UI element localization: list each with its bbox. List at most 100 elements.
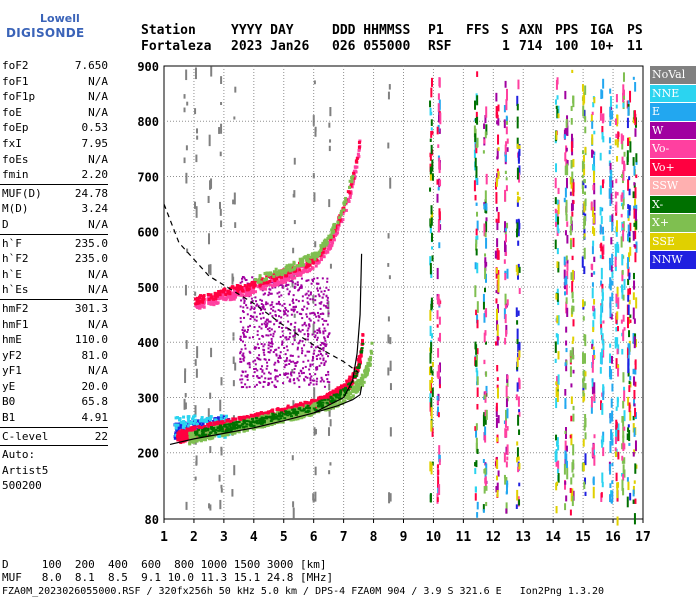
interference-streak bbox=[518, 482, 521, 487]
interference-streak bbox=[601, 348, 604, 356]
oblique-echo bbox=[279, 283, 282, 286]
interference-streak bbox=[430, 366, 433, 374]
oblique-echo bbox=[288, 363, 291, 366]
interference-streak bbox=[518, 266, 521, 273]
interference-streak bbox=[505, 385, 508, 398]
interference-streak bbox=[609, 483, 612, 488]
interference-streak bbox=[582, 105, 585, 117]
oblique-echo bbox=[263, 353, 266, 356]
oblique-echo bbox=[260, 302, 263, 305]
interference-streak bbox=[495, 341, 498, 346]
x-minus-echo bbox=[232, 421, 236, 424]
interference-streak bbox=[600, 492, 603, 498]
oblique-echo bbox=[319, 380, 322, 383]
echo-nne bbox=[186, 417, 190, 421]
oblique-echo bbox=[296, 281, 299, 284]
noise-streak bbox=[328, 470, 331, 475]
oblique-echo bbox=[285, 359, 288, 362]
oblique-echo bbox=[280, 294, 283, 297]
x-minus-echo bbox=[216, 426, 220, 429]
upper-trace-echo bbox=[298, 271, 302, 275]
oblique-echo bbox=[284, 312, 287, 315]
o-trace-echo bbox=[219, 422, 223, 426]
interference-streak bbox=[497, 134, 500, 145]
x-minus-echo bbox=[358, 363, 362, 366]
oblique-echo bbox=[256, 330, 259, 333]
interference-streak bbox=[565, 128, 568, 135]
x-minus-echo bbox=[295, 411, 299, 414]
echo-nnw bbox=[221, 415, 225, 419]
o-trace-echo bbox=[353, 371, 357, 375]
oblique-echo bbox=[319, 313, 322, 316]
interference-streak bbox=[517, 414, 520, 426]
oblique-echo bbox=[281, 330, 284, 333]
x-minus-echo bbox=[361, 342, 365, 345]
o-trace-echo bbox=[356, 358, 360, 362]
interference-streak bbox=[476, 235, 479, 240]
interference-streak bbox=[569, 434, 572, 439]
x-minus-echo bbox=[281, 412, 285, 415]
interference-streak bbox=[572, 200, 575, 204]
interference-streak bbox=[473, 149, 476, 159]
param-value: N/A bbox=[88, 90, 108, 104]
oblique-echo bbox=[250, 297, 253, 300]
interference-streak bbox=[571, 291, 574, 299]
interference-streak bbox=[611, 270, 614, 279]
interference-streak bbox=[474, 262, 477, 270]
x-trace-echo bbox=[324, 408, 328, 412]
echo-nne bbox=[174, 416, 178, 420]
interference-streak bbox=[494, 250, 497, 259]
x-minus-echo bbox=[241, 423, 245, 426]
noise-streak bbox=[293, 220, 296, 225]
interference-streak bbox=[584, 414, 587, 424]
interference-streak bbox=[566, 160, 569, 166]
x-trace-echo bbox=[361, 383, 365, 387]
oblique-echo bbox=[316, 287, 319, 290]
o-trace-echo bbox=[333, 390, 337, 394]
upper-trace-echo bbox=[226, 295, 230, 299]
interference-streak bbox=[610, 429, 613, 441]
upper-trace-echo bbox=[305, 270, 309, 274]
interference-streak bbox=[620, 196, 623, 202]
interference-streak bbox=[609, 305, 612, 317]
upper-trace-echo bbox=[283, 280, 287, 284]
header-label-7: PPS bbox=[555, 23, 579, 38]
upper-trace-echo bbox=[298, 273, 302, 277]
x-minus-echo bbox=[280, 414, 284, 417]
oblique-echo bbox=[292, 335, 295, 338]
x-minus-echo bbox=[224, 430, 228, 433]
interference-streak bbox=[584, 185, 587, 189]
x-minus-echo bbox=[203, 429, 207, 432]
interference-streak bbox=[495, 106, 498, 118]
interference-streak bbox=[483, 468, 486, 474]
oblique-echo bbox=[323, 385, 326, 388]
interference-streak bbox=[506, 379, 509, 387]
oblique-echo bbox=[326, 302, 329, 305]
interference-streak bbox=[506, 444, 509, 456]
interference-streak bbox=[564, 503, 567, 511]
x-trace-echo bbox=[351, 390, 355, 394]
interference-streak bbox=[635, 209, 638, 221]
header-label-2: DDD HHMMSS bbox=[332, 23, 411, 38]
oblique-echo bbox=[292, 301, 295, 304]
x-minus-echo bbox=[225, 428, 229, 431]
noise-streak bbox=[220, 377, 223, 386]
interference-streak bbox=[571, 347, 574, 360]
noise-streak bbox=[388, 84, 391, 90]
interference-streak bbox=[601, 125, 604, 134]
x-trace-echo bbox=[270, 422, 274, 426]
x-trace-echo bbox=[356, 389, 360, 393]
interference-streak bbox=[614, 436, 617, 445]
interference-streak bbox=[557, 113, 560, 119]
interference-streak bbox=[505, 446, 508, 455]
interference-streak bbox=[609, 120, 612, 126]
noise-streak bbox=[314, 241, 317, 248]
interference-streak bbox=[437, 337, 440, 341]
upper-trace-echo bbox=[200, 304, 204, 308]
oblique-echo bbox=[299, 330, 302, 333]
interference-streak bbox=[476, 512, 479, 518]
interference-streak bbox=[583, 353, 586, 364]
oblique-echo bbox=[290, 374, 293, 377]
interference-streak bbox=[614, 191, 617, 199]
interference-streak bbox=[623, 410, 626, 422]
